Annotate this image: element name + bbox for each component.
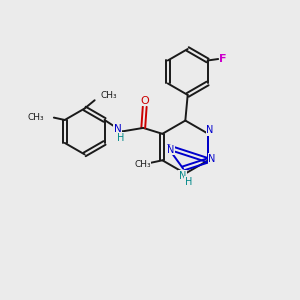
Text: CH₃: CH₃ (100, 91, 117, 100)
Text: N: N (179, 171, 186, 181)
Text: F: F (219, 54, 227, 64)
Text: N: N (208, 154, 215, 164)
Text: N: N (167, 145, 174, 155)
Text: N: N (114, 124, 122, 134)
Text: H: H (184, 177, 192, 187)
Text: H: H (117, 133, 124, 143)
Text: CH₃: CH₃ (134, 160, 151, 169)
Text: CH₃: CH₃ (28, 112, 44, 122)
Text: N: N (206, 125, 213, 135)
Text: O: O (140, 96, 149, 106)
